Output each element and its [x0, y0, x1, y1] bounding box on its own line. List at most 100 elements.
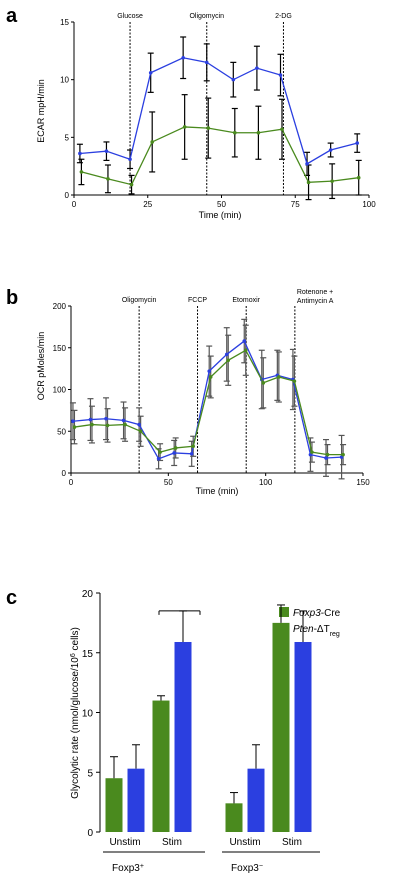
panel-b-series-green-point	[123, 422, 127, 427]
panel-a: a ECAR mpH/min Time (min) 0 25 50 75 100 0 5 10…	[6, 5, 376, 220]
panel-b-series-green-point	[325, 452, 330, 457]
panel-c-group-label-1: Foxp3+	[112, 863, 144, 875]
panel-a-y-tick-label: 10	[60, 76, 69, 85]
panel-c-y-tick-label: 20	[82, 589, 94, 600]
panel-a-series-green-point	[129, 182, 134, 187]
panel-b-series-green-point	[310, 450, 314, 454]
panel-c-y-axis-label: Glycolytic rate (nmol/glucose/106 cells)	[70, 627, 82, 799]
panel-b-series-blue-point	[71, 419, 75, 424]
panel-c-category-label: Stim	[162, 837, 182, 848]
panel-a-series-green-point	[330, 179, 334, 183]
panel-a-x-tick-label: 50	[217, 200, 226, 209]
panel-b-letter: b	[6, 287, 18, 309]
panel-a-series-green-point	[150, 140, 154, 144]
panel-c-group-label-2-text: Foxp3	[231, 863, 259, 874]
panel-c-y-axis-label-main: Glycolytic rate (nmol/glucose/10	[70, 657, 81, 799]
panel-b-series-blue-point	[137, 422, 141, 427]
panel-c-bar-blue	[294, 641, 312, 832]
panel-a-series-blue-point	[305, 162, 309, 166]
legend-label-pten-sub: reg	[330, 631, 340, 638]
panel-a-series-green-point	[79, 170, 84, 174]
panel-b-series-blue-point	[242, 339, 247, 343]
panel-b-series-green-point	[90, 422, 94, 427]
panel-c-bar-blue	[247, 768, 265, 832]
panel-c-y-tick-label: 5	[87, 768, 93, 779]
panel-a-series-blue-point	[255, 66, 259, 70]
panel-b-series-blue-point	[88, 417, 93, 422]
panel-b-series-green-point	[277, 375, 281, 379]
panel-c-y-axis-label-end: cells)	[70, 627, 81, 653]
panel-a-x-axis-label: Time (min)	[199, 210, 242, 220]
panel-b: b OCR pMoles/min Time (min) 0 50 100 150 0 50…	[6, 287, 370, 496]
panel-b-series-green-point	[173, 446, 178, 450]
panel-b-series-blue-point	[172, 451, 176, 455]
panel-a-series-blue-point	[328, 148, 333, 152]
panel-b-series-green-point	[138, 429, 143, 434]
panel-c-y-axis-label-sup: 6	[70, 653, 77, 657]
panel-a-series-green-point	[356, 175, 361, 180]
panel-a-series-blue-point	[148, 70, 153, 75]
panel-a-series-blue-point	[78, 151, 82, 156]
panel-c-bar-green	[272, 622, 290, 832]
panel-b-y-tick-label: 50	[57, 427, 66, 436]
panel-b-y-axis-label: OCR pMoles/min	[36, 332, 46, 401]
panel-c-y-tick-label: 15	[82, 649, 94, 660]
panel-c-bar-blue	[174, 641, 192, 832]
panel-a-series-green-point	[106, 177, 110, 181]
panel-c-group-label-2: Foxp3−	[231, 863, 263, 875]
panel-b-y-tick-label: 100	[53, 386, 67, 395]
panel-a-series-green-point	[306, 180, 311, 185]
panel-b-injection-label: Etomoxir	[232, 297, 260, 304]
panel-b-injection-label: FCCP	[188, 297, 207, 304]
panel-c-category-label: Unstim	[229, 837, 260, 848]
panel-a-series-blue-point	[355, 141, 360, 145]
panel-a-x-tick-label: 25	[143, 200, 152, 209]
panel-a-y-tick-label: 15	[60, 18, 69, 27]
panel-b-series-blue-point	[324, 456, 328, 460]
panel-a-x-tick-label: 100	[362, 200, 376, 209]
panel-a-series-blue-point	[104, 149, 109, 153]
panel-a-y-axis-label: ECAR mpH/min	[36, 79, 46, 143]
panel-c-group-label-1-sup: +	[140, 863, 144, 870]
panel-c-y-tick-label: 0	[87, 828, 93, 839]
panel-b-x-tick-label: 50	[164, 478, 173, 487]
panel-b-series-green-point	[341, 452, 345, 457]
panel-a-injection-label: 2-DG	[275, 13, 292, 20]
panel-a-y-tick-label: 0	[65, 191, 70, 200]
panel-b-series-green-point	[72, 425, 77, 429]
panel-b-x-tick-label: 0	[69, 478, 74, 487]
panel-a-series-blue-point	[204, 60, 209, 65]
panel-c-category-label: Unstim	[109, 837, 140, 848]
panel-c-plot: 0 5 10 15 20 Unstim Stim Unstim Stim	[82, 589, 320, 853]
panel-a-injection-label: Glucose	[117, 13, 143, 20]
panel-b-series-blue-line	[72, 340, 342, 460]
panel-a-series-blue-point	[181, 55, 185, 60]
panel-c-bar-blue	[127, 768, 145, 832]
legend-label-pten-italic: Pten	[293, 624, 314, 635]
panel-b-series-blue-point	[156, 457, 161, 461]
panel-b-series-green-point	[105, 423, 110, 428]
panel-b-series-blue-point	[224, 352, 229, 357]
panel-b-series-blue-point	[104, 416, 108, 421]
panel-c-category-label: Stim	[282, 837, 302, 848]
panel-a-series-blue-point	[278, 73, 283, 77]
panel-b-y-tick-label: 200	[53, 302, 67, 311]
panel-b-x-axis-label: Time (min)	[196, 486, 239, 496]
panel-b-y-tick-label: 0	[62, 469, 67, 478]
panel-a-series-green-point	[182, 125, 187, 129]
panel-a-series-blue-line	[79, 57, 358, 165]
panel-b-series-green-point	[226, 358, 231, 363]
panel-c-bar-green	[105, 778, 123, 832]
legend-label-pten: Pten-ΔTreg	[293, 624, 340, 638]
panel-a-x-tick-label: 0	[72, 200, 77, 209]
panel-b-x-tick-label: 150	[356, 478, 370, 487]
panel-c-letter: c	[6, 587, 17, 609]
legend-label-foxp3-cre-rest: -Cre	[321, 608, 341, 619]
panel-c-y-tick-label: 10	[82, 709, 94, 720]
panel-a-series-blue-point	[128, 157, 132, 162]
panel-c-group-label-2-sup: −	[259, 863, 263, 870]
panel-b-plot: 0 50 100 150 0 50 100 150 200 Oligomycin FCCP Etomo…	[53, 289, 371, 487]
panel-b-x-tick-label: 100	[259, 478, 273, 487]
panel-a-series-green-point	[206, 126, 211, 130]
